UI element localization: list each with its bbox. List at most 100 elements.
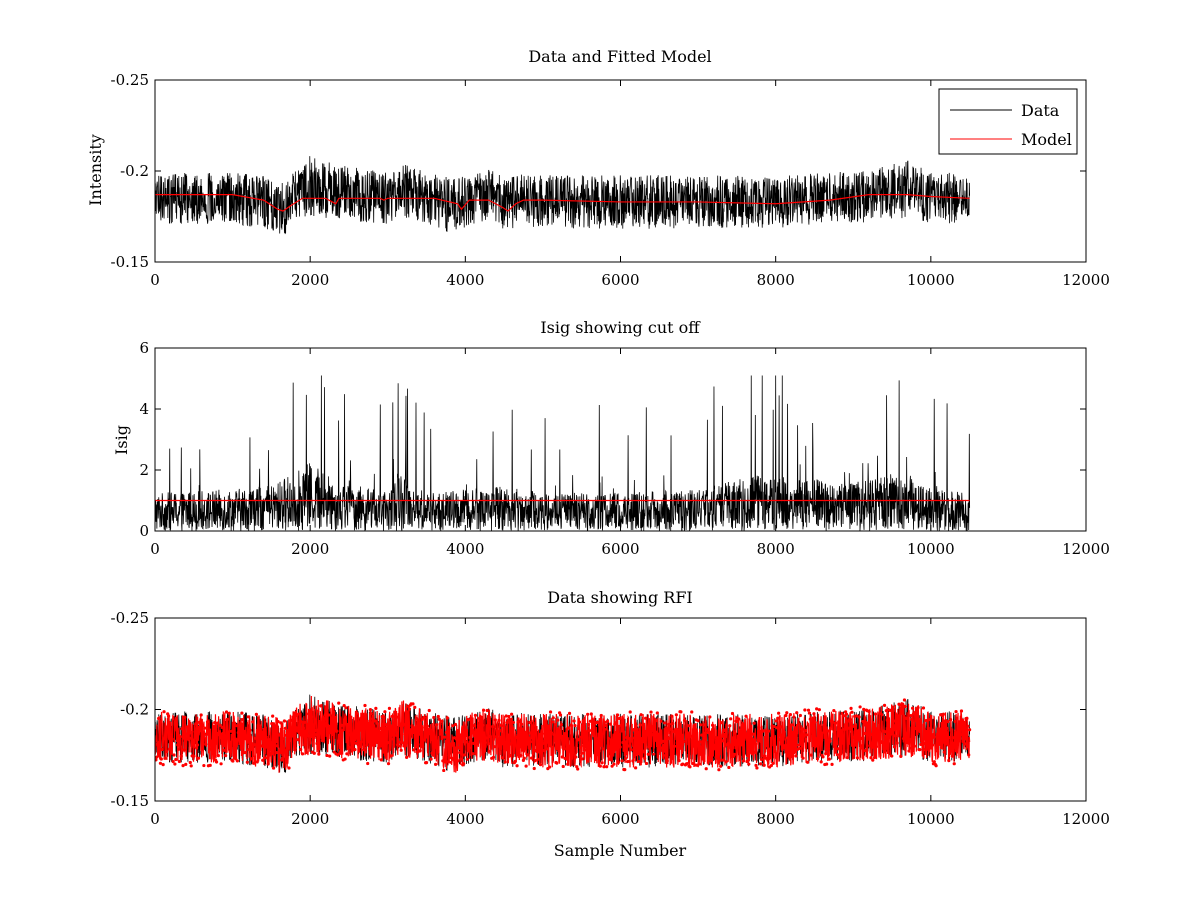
rfi-marker — [852, 735, 856, 739]
rfi-marker — [319, 704, 323, 708]
rfi-marker — [767, 729, 771, 733]
rfi-marker — [519, 753, 523, 758]
rfi-marker — [778, 733, 783, 737]
rfi-marker — [596, 720, 600, 725]
rfi-marker — [290, 729, 294, 733]
rfi-marker — [417, 732, 421, 736]
rfi-marker — [910, 717, 914, 722]
rfi-marker — [432, 715, 436, 720]
rfi-marker — [962, 728, 966, 732]
rfi-marker — [573, 724, 577, 728]
rfi-marker — [558, 713, 563, 717]
rfi-marker — [952, 762, 956, 766]
rfi-marker — [727, 765, 731, 770]
rfi-marker — [202, 763, 206, 768]
rfi-marker — [925, 734, 929, 738]
rfi-marker — [337, 701, 341, 705]
rfi-marker — [241, 718, 245, 722]
panel-3-xlabel: Sample Number — [554, 841, 687, 860]
rfi-marker — [806, 708, 811, 712]
rfi-marker — [761, 729, 765, 733]
rfi-marker — [375, 721, 379, 725]
rfi-marker — [802, 734, 806, 738]
rfi-marker — [634, 739, 639, 743]
rfi-marker — [238, 735, 242, 739]
rfi-marker — [459, 757, 463, 761]
rfi-marker — [377, 744, 382, 749]
rfi-marker — [288, 738, 292, 742]
rfi-marker — [547, 735, 551, 740]
rfi-marker — [655, 711, 659, 715]
rfi-marker — [577, 738, 581, 742]
rfi-marker — [265, 756, 269, 760]
rfi-marker — [220, 725, 224, 729]
x-tick-label: 8000 — [757, 540, 795, 558]
rfi-marker — [599, 713, 603, 718]
rfi-marker — [700, 733, 704, 737]
rfi-marker — [498, 729, 502, 733]
rfi-marker — [630, 733, 634, 737]
rfi-marker — [903, 704, 907, 709]
rfi-marker — [369, 711, 373, 716]
rfi-marker — [179, 754, 183, 758]
rfi-marker — [758, 733, 762, 738]
rfi-marker — [815, 707, 819, 711]
rfi-marker — [453, 722, 458, 727]
rfi-marker — [880, 713, 884, 717]
rfi-marker — [323, 713, 327, 717]
rfi-marker — [399, 748, 403, 752]
rfi-marker — [396, 715, 401, 719]
rfi-marker — [173, 762, 177, 766]
rfi-marker — [621, 740, 625, 745]
rfi-marker — [519, 722, 524, 726]
rfi-marker — [477, 735, 481, 739]
rfi-marker — [886, 721, 890, 725]
x-tick-label: 4000 — [446, 810, 484, 828]
rfi-marker — [251, 720, 255, 724]
rfi-marker — [367, 747, 372, 751]
rfi-marker — [228, 750, 232, 754]
rfi-marker — [794, 754, 798, 758]
rfi-marker — [322, 724, 326, 728]
rfi-marker — [431, 753, 435, 757]
rfi-marker — [963, 742, 967, 746]
rfi-marker — [407, 707, 411, 711]
rfi-marker — [896, 717, 900, 721]
rfi-marker — [893, 734, 898, 738]
rfi-marker — [177, 759, 182, 764]
rfi-marker — [268, 753, 272, 757]
rfi-marker — [830, 762, 834, 766]
rfi-marker — [380, 715, 384, 719]
rfi-marker — [920, 740, 925, 744]
rfi-marker — [945, 726, 949, 730]
rfi-marker — [960, 732, 964, 736]
rfi-marker — [872, 755, 877, 760]
rfi-marker — [404, 722, 408, 727]
rfi-marker — [617, 716, 621, 721]
rfi-marker — [569, 723, 573, 727]
rfi-marker — [455, 739, 459, 743]
rfi-marker — [397, 740, 401, 744]
y-tick-label: -0.25 — [111, 71, 149, 89]
rfi-marker — [601, 747, 605, 751]
panel-2-ylabel: Isig — [112, 425, 131, 455]
rfi-marker — [824, 751, 828, 756]
rfi-marker — [482, 744, 487, 748]
rfi-marker — [180, 727, 184, 731]
rfi-marker — [551, 716, 555, 720]
rfi-marker — [187, 736, 191, 741]
rfi-marker — [927, 745, 931, 749]
rfi-marker — [640, 741, 644, 745]
rfi-marker — [446, 759, 450, 764]
rfi-marker — [507, 714, 511, 719]
rfi-marker — [904, 716, 908, 721]
rfi-marker — [362, 748, 366, 752]
rfi-marker — [500, 738, 504, 742]
rfi-marker — [244, 737, 249, 741]
rfi-marker — [790, 723, 794, 727]
rfi-marker — [789, 745, 793, 749]
x-tick-label: 10000 — [907, 540, 955, 558]
rfi-marker — [424, 761, 429, 765]
rfi-marker — [600, 761, 604, 765]
rfi-marker — [842, 714, 846, 718]
